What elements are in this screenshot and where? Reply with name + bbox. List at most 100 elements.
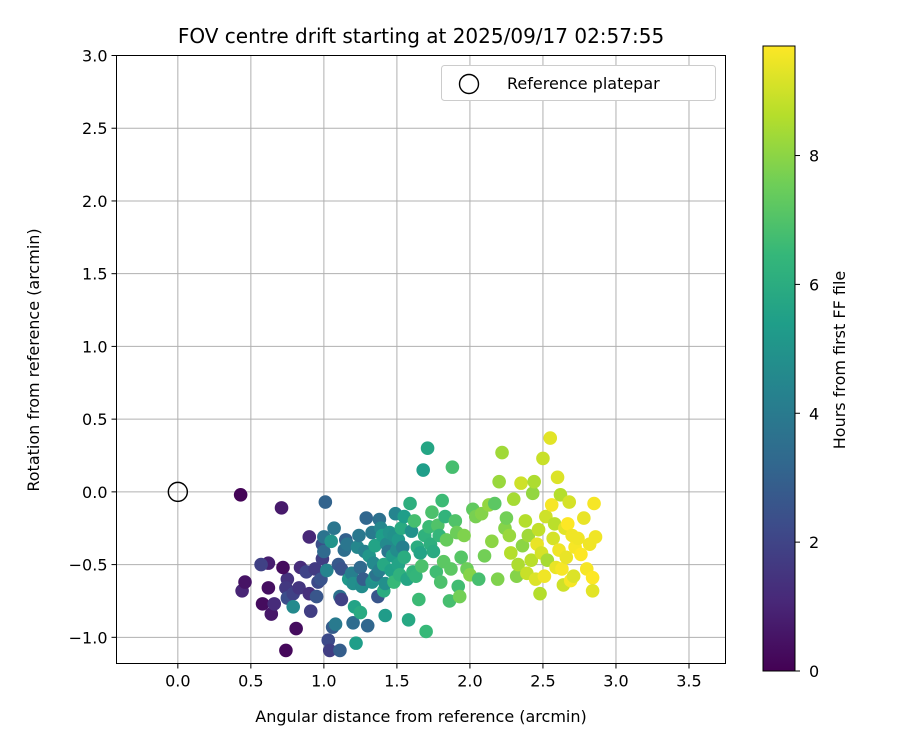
y-axis-label: Rotation from reference (arcmin) <box>24 228 43 491</box>
data-point <box>413 546 428 560</box>
data-point <box>451 579 466 594</box>
data-point <box>267 597 282 611</box>
data-point <box>504 546 518 560</box>
data-point <box>397 550 412 565</box>
data-point <box>574 547 588 562</box>
colorbar-gradient <box>762 45 796 672</box>
data-point <box>477 549 492 563</box>
data-point <box>238 575 252 589</box>
data-point <box>321 633 336 648</box>
data-point <box>324 534 338 549</box>
data-point <box>292 581 306 595</box>
x-tick-label: 1.0 <box>311 672 336 691</box>
colorbar-tick-label: 0 <box>809 662 819 681</box>
x-axis-ticks: 0.0 0.5 1.0 1.5 2.0 2.5 3.0 3.5 <box>165 663 702 691</box>
data-point <box>328 617 343 632</box>
data-point <box>359 511 374 525</box>
data-point <box>537 569 552 584</box>
data-point <box>261 581 276 595</box>
x-tick-label: 0.5 <box>238 672 263 691</box>
reference-marker <box>167 481 189 503</box>
data-point <box>559 550 574 565</box>
data-point <box>515 538 530 553</box>
data-point <box>346 615 360 630</box>
colorbar-tick-label: 8 <box>809 147 819 166</box>
data-point <box>414 559 429 573</box>
data-point <box>566 569 581 584</box>
data-point <box>531 522 546 537</box>
data-point <box>495 445 509 460</box>
data-point <box>334 562 349 576</box>
data-point <box>546 531 560 546</box>
data-point <box>555 562 569 576</box>
data-point <box>454 550 468 565</box>
data-point <box>511 557 525 572</box>
data-point <box>524 553 539 568</box>
data-point <box>448 514 463 528</box>
colorbar-tick-label: 4 <box>809 404 819 423</box>
data-point <box>585 583 600 598</box>
data-point <box>360 618 375 633</box>
data-point <box>547 517 562 531</box>
colorbar-ticks: 0 2 4 6 8 <box>795 147 819 681</box>
colorbar-label: Hours from first FF file <box>830 271 849 450</box>
data-point <box>527 474 541 489</box>
data-point <box>444 562 458 576</box>
data-point <box>543 431 558 445</box>
legend-box <box>441 65 716 101</box>
data-point <box>433 575 448 589</box>
data-point <box>368 538 382 553</box>
data-point <box>289 621 303 636</box>
chart-title: FOV centre drift starting at 2025/09/17 … <box>178 24 664 48</box>
data-point <box>403 496 417 511</box>
data-point <box>349 636 363 650</box>
data-point <box>340 537 355 552</box>
legend-open-circle-icon <box>458 73 480 95</box>
data-point <box>518 514 533 528</box>
data-point <box>536 451 550 466</box>
data-point <box>452 589 467 604</box>
data-point <box>274 501 289 515</box>
data-point <box>416 463 430 477</box>
data-point <box>394 521 409 536</box>
data-point <box>333 643 347 658</box>
data-point <box>233 487 248 502</box>
x-tick-label: 3.0 <box>603 672 628 691</box>
legend: Reference platepar <box>441 65 716 101</box>
data-point <box>401 613 416 627</box>
data-point <box>317 544 331 559</box>
data-point <box>506 492 521 506</box>
data-point <box>492 474 506 489</box>
data-point <box>254 557 268 572</box>
data-point <box>577 511 591 525</box>
colorbar-tick-label: 2 <box>809 533 819 552</box>
data-point <box>426 544 441 559</box>
y-tick-label: 1.0 <box>82 337 107 356</box>
scatter-points <box>233 431 603 658</box>
colorbar: 0 2 4 6 8 Hours from first FF file <box>762 45 849 681</box>
data-point <box>425 505 439 520</box>
data-point <box>435 493 449 508</box>
data-point <box>302 530 317 544</box>
data-point <box>318 495 333 509</box>
data-point <box>308 562 322 576</box>
y-tick-label: 1.5 <box>82 265 107 284</box>
data-point <box>255 597 270 611</box>
x-tick-label: 2.0 <box>457 672 482 691</box>
data-point <box>276 560 290 575</box>
data-point <box>485 534 499 549</box>
data-point <box>502 528 517 543</box>
data-point <box>445 460 460 474</box>
data-point <box>409 569 423 584</box>
data-point <box>322 643 337 658</box>
data-point <box>587 496 601 511</box>
data-point <box>487 496 502 511</box>
data-point <box>585 570 600 585</box>
y-tick-label: 0.5 <box>82 410 107 429</box>
data-point <box>395 540 410 554</box>
data-point <box>438 509 452 524</box>
x-tick-label: 3.5 <box>676 672 701 691</box>
y-tick-label: −1.0 <box>69 628 108 647</box>
plot-frame <box>116 55 726 664</box>
data-point <box>562 495 577 509</box>
